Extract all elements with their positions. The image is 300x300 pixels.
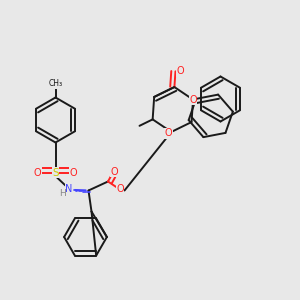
- Text: O: O: [164, 128, 172, 138]
- Text: CH₃: CH₃: [48, 80, 63, 88]
- Text: N: N: [65, 184, 73, 194]
- Text: O: O: [111, 167, 119, 177]
- Text: O: O: [176, 66, 184, 76]
- Text: O: O: [34, 167, 41, 178]
- Text: O: O: [116, 184, 124, 194]
- Text: S: S: [52, 167, 59, 178]
- Text: O: O: [189, 94, 197, 105]
- Text: O: O: [70, 167, 77, 178]
- Text: H: H: [59, 189, 66, 198]
